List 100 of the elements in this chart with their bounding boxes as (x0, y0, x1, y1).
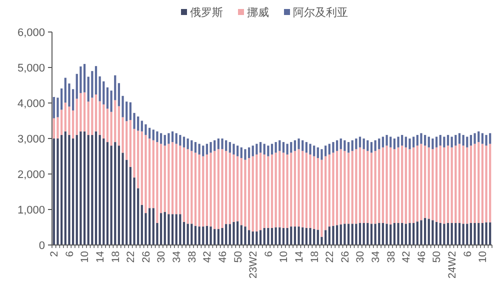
legend-label: 俄罗斯 (190, 6, 223, 19)
bar (164, 134, 166, 146)
bar (397, 136, 400, 148)
bar (481, 133, 484, 144)
x-tick-label: 34 (370, 250, 382, 263)
x-tick-label: 26 (339, 250, 352, 263)
x-tick-label: 6 (64, 250, 76, 257)
bar (83, 64, 86, 92)
x-tick-label: 50 (431, 250, 444, 263)
bar (446, 134, 450, 146)
bar (129, 166, 132, 245)
bar (462, 146, 464, 224)
bar (362, 222, 365, 245)
bar (171, 142, 174, 214)
bar (489, 133, 492, 144)
bar (435, 147, 438, 222)
bar (64, 78, 66, 103)
bar (370, 152, 373, 224)
x-tick-label: 14 (293, 250, 306, 263)
bar (106, 142, 109, 245)
bar (470, 134, 472, 146)
bar (56, 138, 59, 245)
bar (232, 154, 235, 222)
bar (435, 136, 438, 148)
bar (221, 149, 224, 228)
bar (386, 224, 388, 245)
bar (210, 226, 212, 245)
bar (114, 142, 116, 245)
bar (401, 146, 404, 223)
bar (347, 224, 350, 245)
bar (274, 152, 277, 228)
bar (140, 120, 143, 132)
bar (344, 224, 346, 245)
bar (248, 147, 250, 158)
bar (462, 224, 464, 245)
bar (137, 130, 140, 188)
bar (186, 149, 189, 224)
bar (94, 66, 98, 94)
bar (397, 222, 400, 245)
bar (256, 154, 258, 232)
bar (244, 149, 246, 160)
bar (210, 142, 212, 153)
bar (489, 144, 492, 222)
bar (244, 226, 246, 245)
bar (171, 214, 174, 245)
bar (190, 224, 193, 245)
x-tick-label: 23W2 (248, 250, 260, 278)
bar (221, 138, 224, 150)
bar (355, 138, 358, 150)
bar (450, 136, 453, 148)
x-tick-label: 10 (278, 250, 290, 263)
bar (393, 149, 396, 223)
bar (160, 133, 162, 144)
x-tick-label: 38 (186, 250, 198, 263)
bar (179, 146, 182, 214)
bar (263, 154, 266, 228)
y-tick-label: 3,000 (17, 134, 45, 146)
bar (168, 144, 170, 214)
bar (474, 144, 476, 223)
bar (52, 138, 55, 245)
bar (198, 154, 200, 227)
y-tick-label: 0 (38, 240, 45, 252)
bar (336, 140, 338, 151)
bar (259, 152, 262, 230)
bar (313, 146, 316, 156)
bar (194, 142, 197, 153)
bar (202, 156, 204, 227)
bar (83, 131, 86, 245)
bar (470, 222, 472, 245)
bar (52, 96, 55, 118)
y-tick-label: 6,000 (17, 27, 45, 39)
bar (152, 130, 154, 140)
bar (401, 222, 404, 245)
x-tick-label: 50 (232, 250, 244, 263)
x-tick-label: 18 (110, 250, 122, 263)
bar (267, 146, 270, 156)
bar (225, 224, 228, 245)
bar (186, 224, 189, 245)
bar (344, 140, 346, 151)
bar (206, 144, 208, 154)
bar (446, 146, 450, 223)
bar (214, 150, 216, 230)
bar (87, 102, 90, 135)
legend-label: 阿尔及利亚 (293, 6, 348, 19)
bar (68, 134, 70, 245)
bar (270, 154, 274, 228)
bar (210, 152, 212, 227)
bar (194, 226, 197, 245)
bar (358, 222, 362, 245)
bar (194, 152, 197, 226)
bar (290, 226, 292, 245)
bar (404, 224, 407, 245)
bar (190, 150, 193, 224)
bar (94, 94, 98, 132)
bar (443, 224, 446, 245)
bar (347, 142, 350, 153)
bar (302, 150, 304, 228)
bar (305, 152, 308, 228)
bar (466, 224, 468, 245)
bar (328, 144, 330, 154)
